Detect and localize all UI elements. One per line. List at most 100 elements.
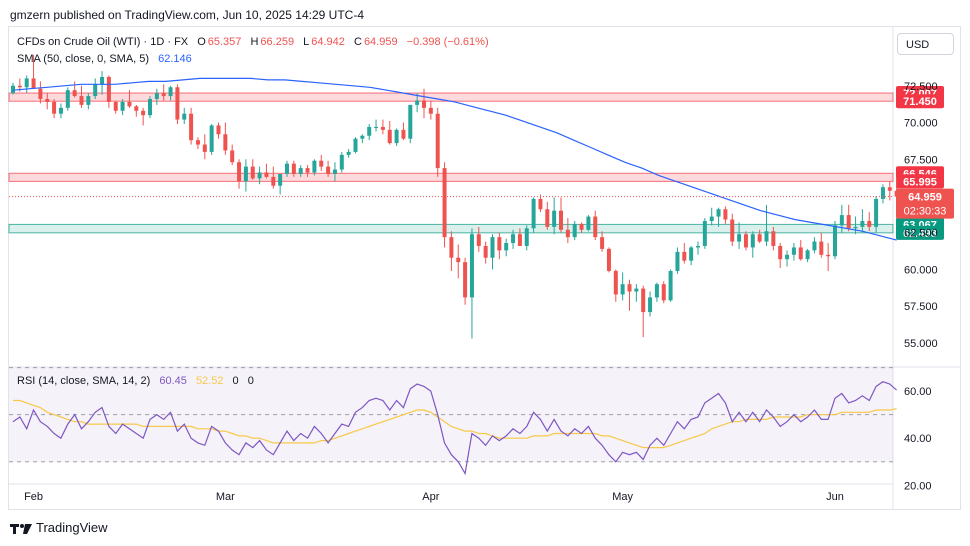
candle-body-5 <box>45 99 50 102</box>
candle-body-68 <box>476 234 481 246</box>
chart-frame <box>8 26 961 510</box>
main-legend: CFDs on Crude Oil (WTI) · 1D · FX O 65.35… <box>17 36 491 48</box>
candle-body-26 <box>189 113 194 141</box>
candle-body-21 <box>154 93 159 100</box>
rsi-legend[interactable]: RSI (14, close, SMA, 14, 2) 60.45 52.52 … <box>17 375 256 387</box>
h-label: H <box>250 36 259 48</box>
candle-body-32 <box>230 150 235 163</box>
candle-body-49 <box>346 151 351 155</box>
symbol-name[interactable]: CFDs on Crude Oil (WTI) · 1D · FX <box>17 36 189 48</box>
candle-body-123 <box>853 226 858 229</box>
candle-body-85 <box>593 216 598 238</box>
candle-body-19 <box>141 110 146 116</box>
price-tick-5: 62.500 <box>904 228 938 240</box>
candle-body-67 <box>469 234 474 298</box>
candle-body-110 <box>764 231 769 242</box>
candle-body-47 <box>332 169 337 174</box>
candle-body-96 <box>668 270 673 301</box>
candle-body-20 <box>148 99 152 116</box>
candle-body-76 <box>531 198 536 229</box>
candle-body-29 <box>209 125 214 152</box>
rsi-tick-1: 40.00 <box>904 433 932 445</box>
candle-body-51 <box>360 135 365 139</box>
candle-body-127 <box>880 187 885 199</box>
candle-body-56 <box>394 129 399 144</box>
candle-body-24 <box>175 87 180 120</box>
candle-body-92 <box>641 288 646 313</box>
footer-brand[interactable]: TradingView <box>10 520 108 535</box>
candle-body-30 <box>216 125 221 135</box>
candle-body-119 <box>826 254 831 257</box>
rsi-sma-line <box>13 399 897 449</box>
candle-body-78 <box>545 209 550 227</box>
candle-body-74 <box>517 234 522 246</box>
candle-body-93 <box>648 297 653 313</box>
candle-body-87 <box>606 248 611 271</box>
change-value: −0.398 (−0.61%) <box>406 36 489 48</box>
tradingview-logo-icon <box>10 520 32 535</box>
candle-body-99 <box>689 247 694 261</box>
candle-body-105 <box>730 219 735 242</box>
candle-body-118 <box>819 241 824 255</box>
price-tick-7: 57.500 <box>904 301 938 313</box>
candle-body-42 <box>298 168 303 174</box>
candle-body-121 <box>839 215 844 226</box>
sma-legend[interactable]: SMA (50, close, 0, SMA, 5) 62.146 <box>17 53 194 65</box>
candle-body-8 <box>65 90 70 108</box>
candle-body-80 <box>559 210 563 230</box>
candle-body-57 <box>401 129 406 139</box>
c-label: C <box>353 36 362 48</box>
candle-body-128 <box>887 187 892 191</box>
zone-bottom-label-1: 65.995 <box>903 176 937 188</box>
candle-body-89 <box>620 284 625 295</box>
candle-body-52 <box>367 126 372 136</box>
candle-body-18 <box>134 106 139 111</box>
candle-body-126 <box>874 198 879 227</box>
rsi-tick-2: 20.00 <box>904 480 932 492</box>
zone-bottom-tag-0 <box>896 94 944 109</box>
candle-body-12 <box>93 84 98 97</box>
candle-body-33 <box>237 162 242 182</box>
rsi-line <box>12 381 897 476</box>
candle-body-77 <box>538 198 543 210</box>
candle-body-106 <box>737 234 742 242</box>
candle-body-50 <box>353 138 358 152</box>
zone-1 <box>8 172 894 182</box>
time-tick-mar: Mar <box>216 491 235 503</box>
candle-body-84 <box>586 216 591 230</box>
open-value: 65.357 <box>207 36 242 48</box>
candle-body-28 <box>202 144 207 152</box>
candle-body-14 <box>106 76 111 102</box>
candle-body-2 <box>24 78 29 88</box>
sma-value: 62.146 <box>158 53 192 65</box>
candle-body-122 <box>846 215 851 229</box>
candle-body-104 <box>723 209 728 220</box>
candle-body-7 <box>58 107 63 114</box>
candle-body-59 <box>415 100 420 105</box>
price-tick-6: 60.000 <box>904 264 938 276</box>
candle-body-69 <box>483 245 488 258</box>
candle-body-66 <box>463 262 468 298</box>
currency-button[interactable]: USD <box>897 33 954 55</box>
candle-body-34 <box>243 166 248 182</box>
l-label: L <box>303 36 310 48</box>
candle-body-94 <box>654 284 659 298</box>
candle-body-25 <box>182 113 187 120</box>
candle-body-27 <box>195 140 200 145</box>
candle-body-114 <box>791 247 796 255</box>
candle-body-62 <box>435 113 440 169</box>
candle-body-65 <box>456 257 461 263</box>
candle-body-72 <box>504 243 509 251</box>
candle-body-91 <box>634 288 639 292</box>
candle-body-117 <box>812 241 817 251</box>
candle-body-37 <box>264 172 269 177</box>
candle-body-113 <box>785 254 790 260</box>
candle-body-83 <box>579 223 584 230</box>
candle-body-55 <box>387 129 392 144</box>
rsi-tick-0: 60.00 <box>904 386 932 398</box>
candle-body-115 <box>798 247 803 260</box>
candle-body-6 <box>52 101 57 114</box>
sma-line <box>12 77 897 241</box>
candle-body-97 <box>675 251 680 271</box>
